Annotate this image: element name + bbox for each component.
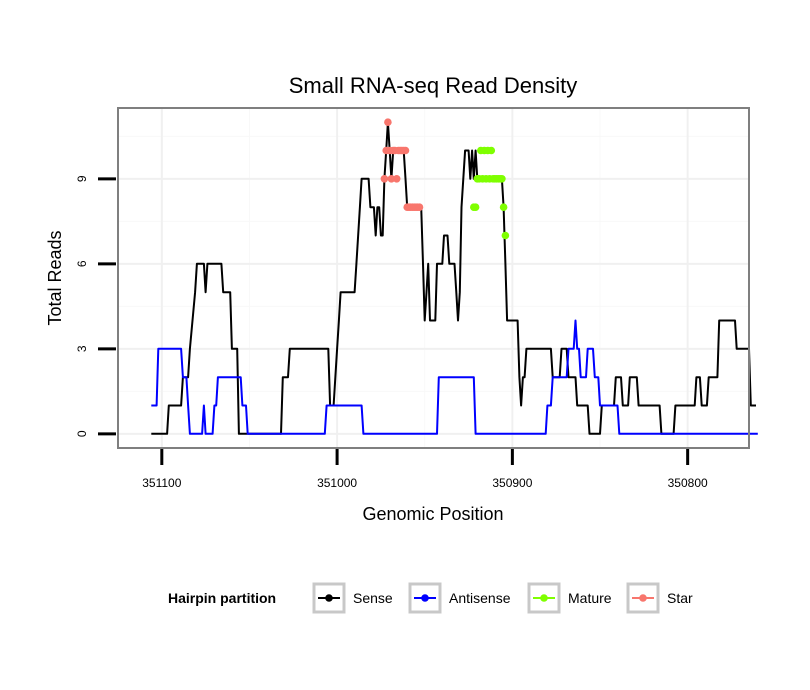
data-point-mature (501, 231, 510, 240)
legend-label-sense: Sense (353, 590, 393, 606)
legend-item-star: Star (626, 582, 693, 614)
data-point-star (415, 203, 424, 211)
y-axis: 0 3 6 9 (75, 175, 116, 437)
x-tick-label: 351000 (317, 476, 357, 490)
legend: Hairpin partition Sense Antisense Mature Sta… (168, 582, 693, 614)
data-point-star (392, 175, 401, 183)
data-point-mature (487, 146, 496, 155)
x-axis: 351100 351000 350900 350800 (142, 449, 708, 490)
legend-key-point (639, 594, 647, 602)
data-point-mature (499, 203, 508, 211)
series-line-antisense (151, 319, 758, 435)
plot-border (117, 107, 750, 449)
data-point-star (387, 175, 396, 183)
y-tick-label: 6 (75, 260, 89, 267)
legend-title: Hairpin partition (168, 590, 276, 606)
y-axis-title: Total Reads (45, 230, 65, 325)
legend-key-point (421, 594, 429, 602)
plot-panel (117, 107, 758, 449)
legend-label-star: Star (667, 590, 693, 606)
legend-item-sense: Sense (312, 582, 393, 614)
series-line-sense (151, 121, 756, 435)
x-axis-title: Genomic Position (362, 504, 503, 524)
y-tick-label: 3 (75, 345, 89, 352)
plot-background (118, 108, 749, 448)
legend-label-mature: Mature (568, 590, 612, 606)
legend-key-point (540, 594, 548, 602)
series-points-star (380, 118, 424, 211)
legend-item-antisense: Antisense (408, 582, 511, 614)
legend-label-antisense: Antisense (449, 590, 511, 606)
y-tick-label: 9 (75, 175, 89, 182)
series-points-mature (470, 146, 510, 240)
chart-title: Small RNA-seq Read Density (289, 73, 578, 98)
x-tick-label: 350900 (492, 476, 532, 490)
data-point-mature (498, 175, 506, 183)
data-point-star (380, 175, 389, 183)
x-tick-label: 350800 (668, 476, 708, 490)
x-tick-label: 351100 (142, 476, 181, 490)
y-tick-label: 0 (75, 430, 89, 437)
legend-key-point (325, 594, 333, 602)
data-point-star (401, 146, 410, 155)
data-point-mature (471, 203, 480, 211)
legend-item-mature: Mature (527, 582, 612, 614)
data-point-star (384, 118, 392, 126)
